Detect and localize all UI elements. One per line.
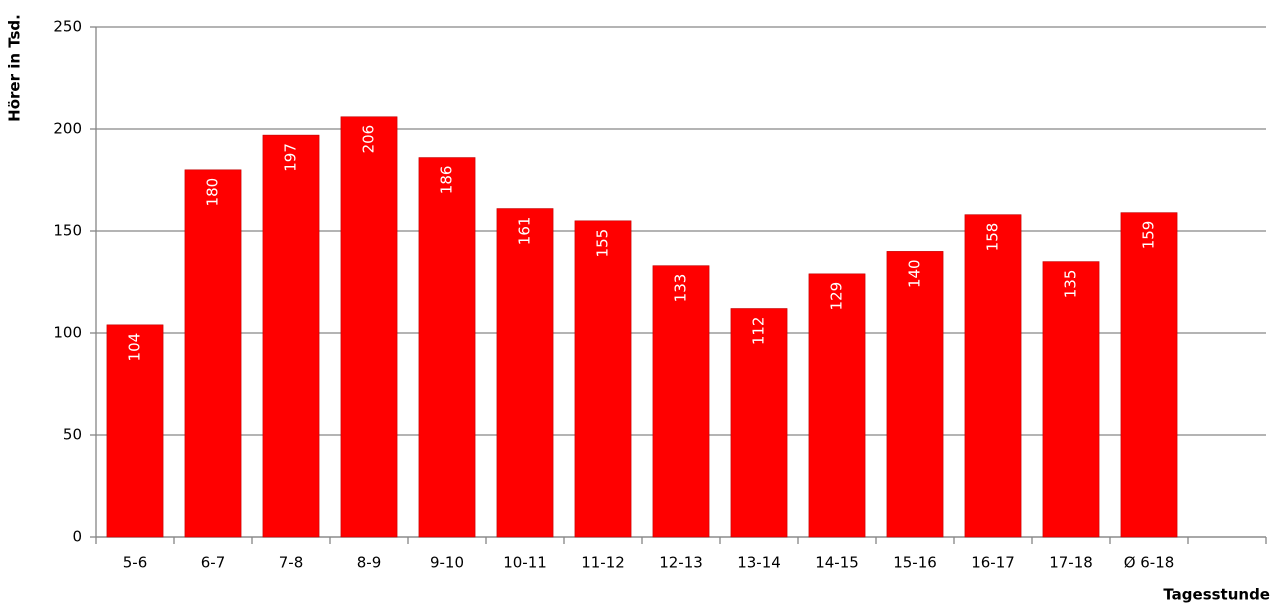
bar bbox=[886, 251, 944, 538]
x-tick-label: 8-9 bbox=[357, 554, 382, 572]
x-tick-label: 11-12 bbox=[581, 554, 625, 572]
x-tick-label: 12-13 bbox=[659, 554, 703, 572]
value-label: 129 bbox=[828, 282, 846, 311]
value-label: 161 bbox=[516, 217, 534, 246]
bar bbox=[418, 157, 476, 538]
x-tick-label: 13-14 bbox=[737, 554, 781, 572]
x-tick-label: 14-15 bbox=[815, 554, 859, 572]
value-label: 140 bbox=[906, 259, 924, 288]
bar bbox=[574, 220, 632, 538]
x-tick-label: 9-10 bbox=[430, 554, 464, 572]
value-label: 112 bbox=[750, 317, 768, 346]
bar bbox=[1042, 261, 1100, 538]
x-tick-label: 16-17 bbox=[971, 554, 1015, 572]
x-axis-title: Tagesstunde bbox=[1163, 586, 1270, 604]
y-axis-title: Hörer in Tsd. bbox=[6, 14, 24, 122]
y-tick-label: 50 bbox=[63, 426, 82, 444]
bar bbox=[262, 134, 320, 538]
value-label: 104 bbox=[126, 333, 144, 362]
x-tick-label: 15-16 bbox=[893, 554, 937, 572]
value-label: 135 bbox=[1062, 270, 1080, 299]
x-tick-label: 5-6 bbox=[123, 554, 148, 572]
x-tick-label: 6-7 bbox=[201, 554, 226, 572]
y-tick-label: 200 bbox=[53, 120, 82, 138]
x-tick-label: 17-18 bbox=[1049, 554, 1093, 572]
bar bbox=[808, 273, 866, 538]
value-label: 155 bbox=[594, 229, 612, 258]
bar bbox=[496, 208, 554, 538]
y-tick-label: 0 bbox=[72, 528, 82, 546]
value-label: 158 bbox=[984, 223, 1002, 252]
bar bbox=[184, 169, 242, 538]
value-label: 133 bbox=[672, 274, 690, 303]
bar bbox=[340, 116, 398, 538]
y-tick-label: 250 bbox=[53, 18, 82, 36]
y-tick-label: 150 bbox=[53, 222, 82, 240]
value-label: 197 bbox=[282, 143, 300, 172]
value-label: 159 bbox=[1140, 221, 1158, 250]
bar bbox=[652, 265, 710, 538]
value-label: 206 bbox=[360, 125, 378, 154]
value-label: 186 bbox=[438, 166, 456, 195]
bar bbox=[730, 308, 788, 538]
bar bbox=[964, 214, 1022, 538]
x-tick-label: 10-11 bbox=[503, 554, 547, 572]
value-label: 180 bbox=[204, 178, 222, 207]
bar bbox=[106, 324, 164, 538]
x-tick-label: 7-8 bbox=[279, 554, 304, 572]
x-tick-label: Ø 6-18 bbox=[1124, 554, 1175, 572]
bar bbox=[1120, 212, 1178, 538]
y-tick-label: 100 bbox=[53, 324, 82, 342]
